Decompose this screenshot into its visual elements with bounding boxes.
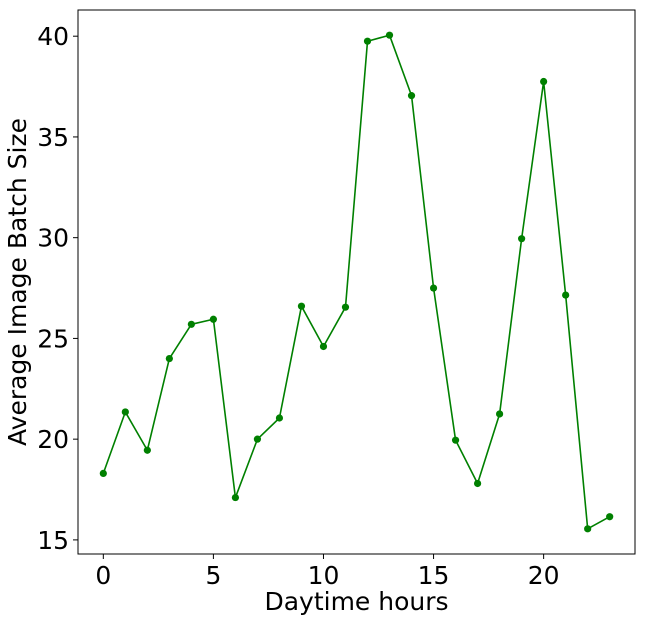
data-point: [496, 410, 504, 418]
data-point: [319, 342, 328, 351]
series-line: [102, 34, 611, 530]
data-point: [540, 77, 548, 86]
data-point: [562, 291, 570, 299]
data-point: [451, 436, 460, 444]
data-point: [165, 354, 173, 363]
x-tick-label: 10: [308, 561, 340, 590]
data-point: [209, 315, 217, 323]
y-tick-label: 30: [37, 224, 69, 253]
x-tick-label: 0: [95, 561, 111, 590]
data-point: [606, 513, 614, 521]
data-point: [473, 479, 482, 488]
x-tick-label: 15: [418, 561, 450, 590]
data-point: [143, 446, 151, 454]
data-point: [253, 435, 262, 443]
y-tick-label: 40: [37, 22, 69, 51]
plot-marks: [99, 31, 614, 533]
data-point: [121, 408, 129, 416]
axes: 0 5 10 15 20 15 20 25 30 35 40: [37, 22, 559, 590]
data-point: [297, 302, 306, 310]
data-point: [341, 303, 350, 311]
y-axis-label: Average Image Batch Size: [3, 118, 32, 446]
data-point: [231, 493, 240, 502]
data-point: [385, 31, 394, 39]
y-tick-label: 15: [37, 526, 69, 555]
data-point: [518, 235, 526, 243]
y-tick-label: 25: [37, 324, 69, 353]
data-point: [429, 284, 438, 292]
plot-frame: [77, 9, 636, 555]
y-tick-label: 20: [37, 425, 69, 454]
data-point: [275, 414, 284, 422]
x-tick-label: 5: [205, 561, 221, 590]
x-tick-label: 20: [528, 561, 560, 590]
data-point: [407, 92, 416, 100]
y-tick-label: 35: [37, 123, 69, 152]
data-point: [584, 525, 592, 533]
data-point: [363, 37, 372, 45]
data-point: [99, 469, 107, 478]
x-axis-label: Daytime hours: [264, 587, 448, 616]
data-point: [187, 320, 195, 328]
